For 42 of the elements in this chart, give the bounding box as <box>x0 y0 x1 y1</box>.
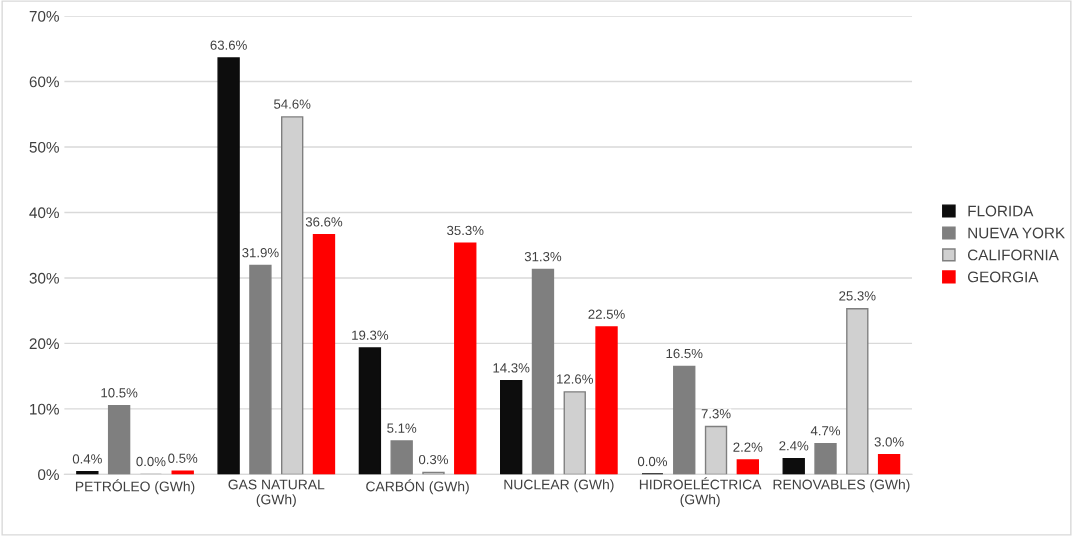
y-tick-label: 0% <box>38 469 59 481</box>
data-label: 4.7% <box>810 426 841 436</box>
y-tick-label: 40% <box>29 207 59 219</box>
data-label: 16.5% <box>666 348 703 359</box>
data-label: 0.0% <box>637 456 668 467</box>
data-label: 12.6% <box>557 374 593 384</box>
data-label: 2.4% <box>779 441 809 451</box>
data-label: 0.4% <box>72 454 102 464</box>
data-label: 31.9% <box>242 248 279 258</box>
x-tick-label: HIDROELÉCTRICA (GWh) <box>639 477 762 508</box>
x-tick-label: NUCLEAR (GWh) <box>504 479 614 493</box>
y-tick-label: 50% <box>29 141 59 153</box>
data-label: 2.2% <box>733 442 763 452</box>
data-label: 35.3% <box>447 225 484 236</box>
y-tick-label: 70% <box>29 10 59 22</box>
data-label: 54.6% <box>274 99 311 109</box>
legend-label: FLORIDA <box>968 205 1034 217</box>
data-label: 25.3% <box>839 291 876 301</box>
data-label: 0.0% <box>136 456 166 467</box>
legend-label: NUEVA YORK <box>968 227 1065 239</box>
x-tick-label: PETRÓLEO (GWh) <box>75 479 195 495</box>
data-label: 7.3% <box>701 409 731 419</box>
x-tick-label: GAS NATURAL (GWh) <box>228 479 325 508</box>
y-tick-label: 10% <box>30 403 59 415</box>
data-label: 14.3% <box>493 363 530 373</box>
data-label: 19.3% <box>352 330 389 340</box>
legend-label: CALIFORNIA <box>967 249 1059 261</box>
y-tick-label: 60% <box>29 76 59 88</box>
legend-label: GEORGIA <box>967 271 1039 283</box>
data-label: 36.6% <box>305 217 343 227</box>
data-label: 3.0% <box>874 437 904 447</box>
data-label: 31.3% <box>524 251 562 262</box>
data-label: 0.5% <box>168 453 198 463</box>
data-label: 10.5% <box>101 388 138 398</box>
data-label: 0.3% <box>418 454 449 465</box>
data-label: 22.5% <box>588 309 625 319</box>
x-tick-label: RENOVABLES (GWh) <box>773 479 910 493</box>
y-tick-label: 20% <box>29 338 59 350</box>
data-label: 63.6% <box>210 40 247 50</box>
x-tick-label: CARBÓN (GWh) <box>366 479 469 495</box>
data-label: 5.1% <box>387 423 417 433</box>
y-tick-label: 30% <box>29 272 59 284</box>
